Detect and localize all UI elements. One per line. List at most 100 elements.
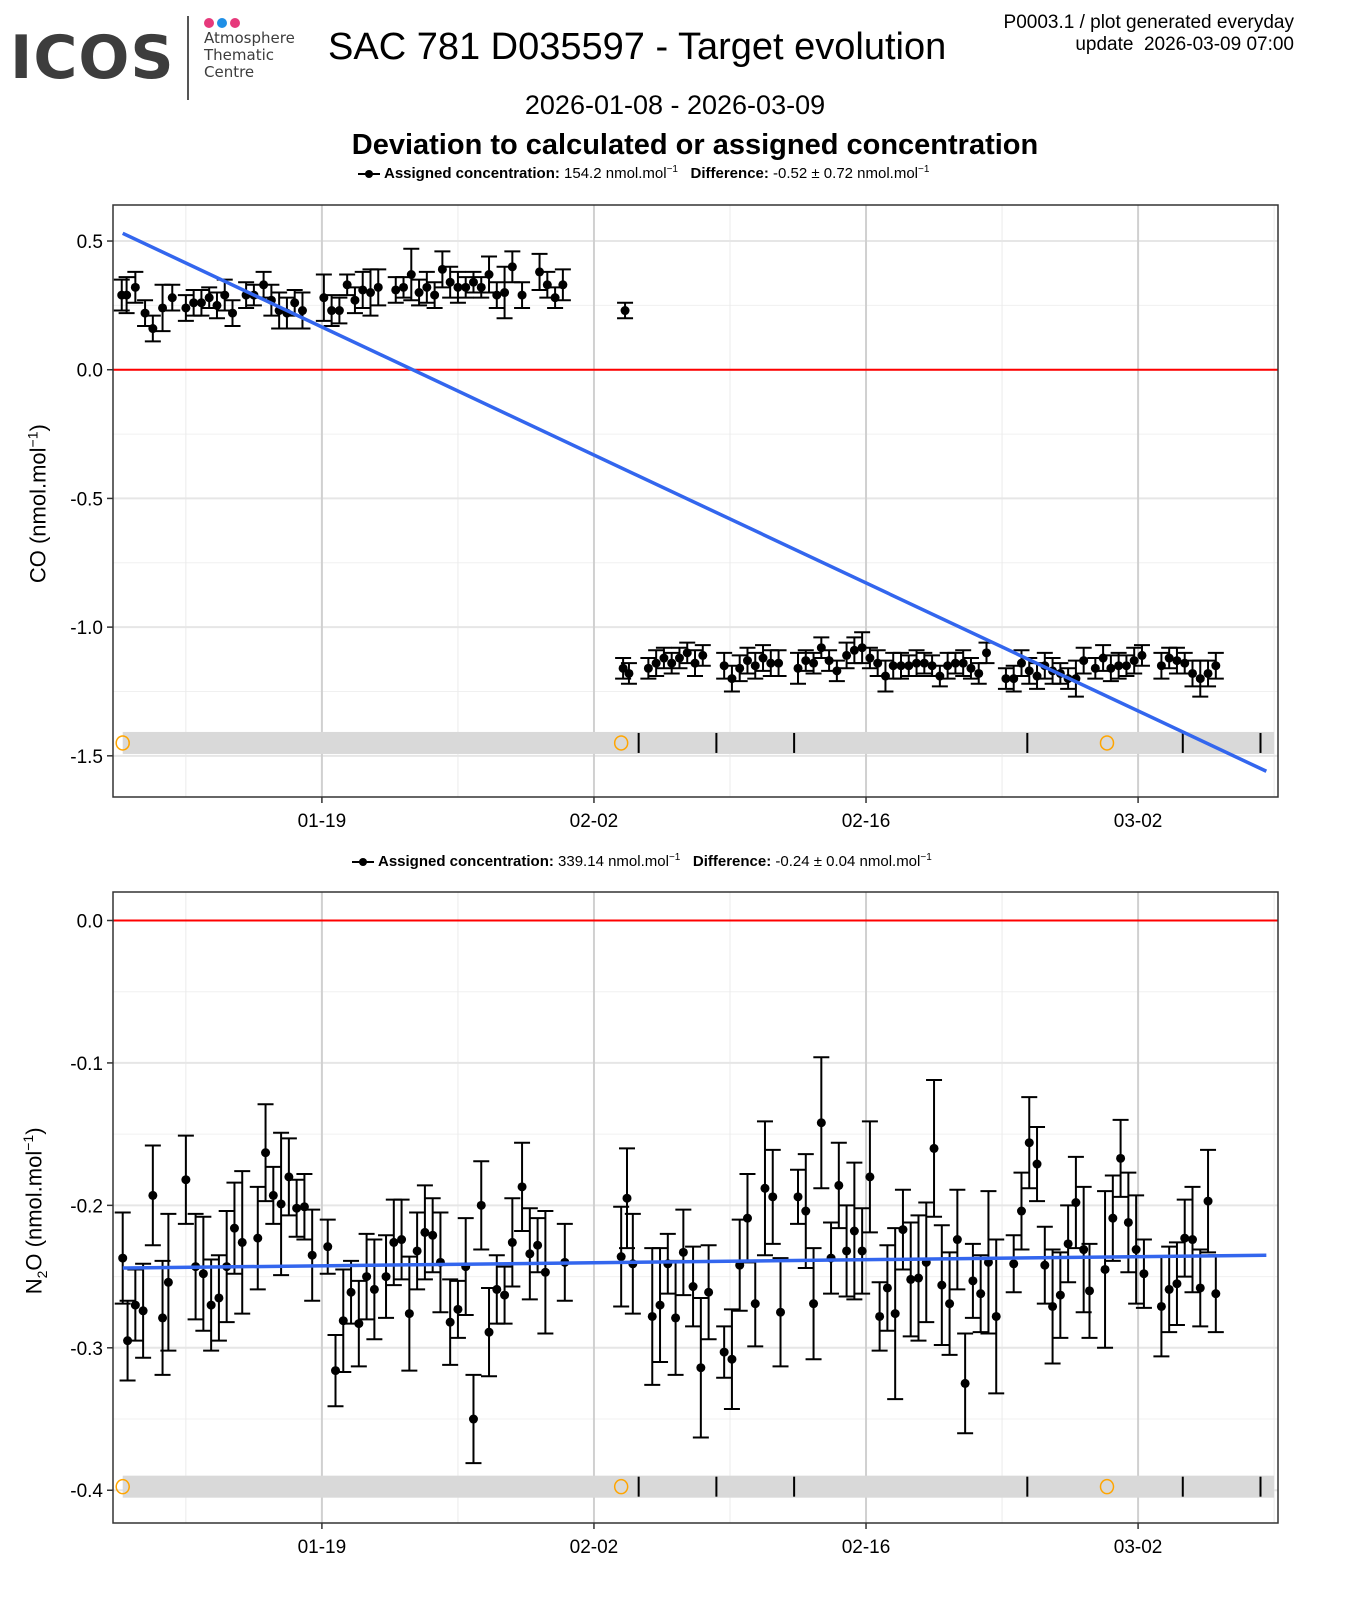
- n2o-data-point: [772, 1257, 789, 1368]
- n2o-point-marker: [354, 1319, 364, 1329]
- n2o-point-marker: [1156, 1301, 1166, 1311]
- n2o-data-point: [449, 1279, 466, 1339]
- n2o-data-point: [618, 1147, 635, 1250]
- n2o-data-point: [797, 1153, 814, 1270]
- co-difference-unit-sup: −1: [918, 164, 930, 175]
- co-data-point: [554, 268, 571, 302]
- n2o-data-point: [846, 1161, 863, 1301]
- n2o-y-tick-label: -0.3: [70, 1339, 103, 1360]
- n2o-point-marker: [704, 1287, 714, 1297]
- n2o-data-point: [1207, 1254, 1224, 1334]
- n2o-point-marker: [929, 1143, 939, 1153]
- n2o-data-point: [972, 1254, 989, 1334]
- n2o-point-marker: [1131, 1245, 1141, 1255]
- n2o-data-point: [1184, 1185, 1201, 1294]
- co-data-point: [488, 281, 505, 309]
- legend-point-line-icon: [358, 168, 380, 180]
- co-point-marker: [774, 658, 784, 668]
- co-point-marker: [373, 282, 383, 292]
- n2o-point-marker: [1139, 1269, 1149, 1279]
- n2o-data-point: [432, 1211, 449, 1314]
- n2o-data-point: [496, 1265, 513, 1325]
- n2o-data-point: [409, 1211, 426, 1291]
- n2o-data-point: [249, 1185, 266, 1291]
- n2o-point-marker: [148, 1190, 158, 1200]
- n2o-point-marker: [163, 1277, 173, 1287]
- n2o-point-marker: [206, 1300, 216, 1310]
- n2o-point-marker: [500, 1290, 510, 1300]
- n2o-point-marker: [816, 1118, 826, 1128]
- co-assigned-label: Assigned concentration:: [384, 165, 560, 182]
- n2o-point-marker: [507, 1237, 517, 1247]
- n2o-point-marker: [468, 1414, 478, 1424]
- co-data-point: [154, 283, 171, 333]
- co-data-point: [648, 649, 665, 678]
- co-data-point: [403, 247, 420, 302]
- co-point-marker: [468, 277, 478, 287]
- n2o-point-marker: [307, 1250, 317, 1260]
- n2o-point-marker: [890, 1309, 900, 1319]
- n2o-point-marker: [484, 1327, 494, 1337]
- n2o-point-marker: [968, 1276, 978, 1286]
- co-data-point: [747, 651, 764, 680]
- co-data-point: [908, 649, 925, 678]
- n2o-data-point: [195, 1215, 212, 1332]
- co-data-point: [615, 657, 632, 680]
- n2o-data-point: [675, 1208, 692, 1297]
- n2o-point-marker: [346, 1287, 356, 1297]
- co-point-marker: [888, 661, 898, 671]
- n2o-point-marker: [1040, 1260, 1050, 1270]
- meta-line-1: P0003.1 / plot generated everyday: [1003, 12, 1294, 33]
- n2o-point-marker: [768, 1192, 778, 1202]
- n2o-data-point: [894, 1188, 911, 1271]
- n2o-event-circle: [115, 1478, 130, 1495]
- n2o-point-marker: [1100, 1264, 1110, 1274]
- n2o-point-marker: [727, 1354, 737, 1364]
- n2o-point-marker: [397, 1235, 407, 1245]
- n2o-point-marker: [952, 1235, 962, 1245]
- n2o-data-point: [747, 1259, 764, 1348]
- chart-subtitle: Deviation to calculated or assigned conc…: [351, 129, 1039, 161]
- n2o-data-point: [343, 1259, 360, 1325]
- n2o-point-marker: [937, 1280, 947, 1290]
- n2o-point-marker: [130, 1300, 140, 1310]
- n2o-point-marker: [1032, 1159, 1042, 1169]
- co-point-marker: [966, 663, 976, 673]
- co-point-marker: [422, 282, 432, 292]
- co-data-point: [339, 273, 356, 297]
- n2o-point-marker: [476, 1200, 486, 1210]
- n2o-data-point: [685, 1245, 702, 1328]
- co-point-marker: [943, 661, 953, 671]
- co-event-band: [122, 731, 1275, 754]
- co-point-marker: [1172, 656, 1182, 666]
- n2o-point-marker: [865, 1172, 875, 1182]
- co-data-point: [164, 283, 181, 312]
- co-point-marker: [189, 298, 199, 308]
- n2o-data-point: [1161, 1245, 1178, 1334]
- co-point-marker: [1129, 656, 1139, 666]
- n2o-point-marker: [445, 1317, 455, 1327]
- co-data-point: [465, 270, 482, 294]
- n2o-data-point: [1005, 1234, 1022, 1294]
- n2o-point-marker: [960, 1378, 970, 1388]
- co-point-marker: [122, 290, 132, 300]
- n2o-y-tick-label: -0.1: [70, 1054, 103, 1075]
- n2o-point-marker: [404, 1309, 414, 1319]
- page-title: SAC 781 D035597 - Target evolution: [328, 26, 947, 68]
- co-point-marker: [167, 293, 177, 303]
- n2o-data-point: [1013, 1171, 1030, 1251]
- n2o-data-point: [644, 1247, 661, 1386]
- co-data-point: [617, 301, 634, 320]
- n2o-data-point: [692, 1296, 709, 1439]
- co-point-marker: [801, 656, 811, 666]
- co-point-marker: [618, 663, 628, 673]
- co-event-circle: [613, 735, 629, 751]
- co-point-marker: [651, 658, 661, 668]
- co-event-circle: [1099, 735, 1115, 751]
- n2o-point-marker: [647, 1311, 657, 1321]
- co-point-marker: [809, 658, 819, 668]
- co-point-marker: [196, 298, 206, 308]
- n2o-data-point: [327, 1333, 344, 1408]
- n2o-point-marker: [292, 1203, 302, 1213]
